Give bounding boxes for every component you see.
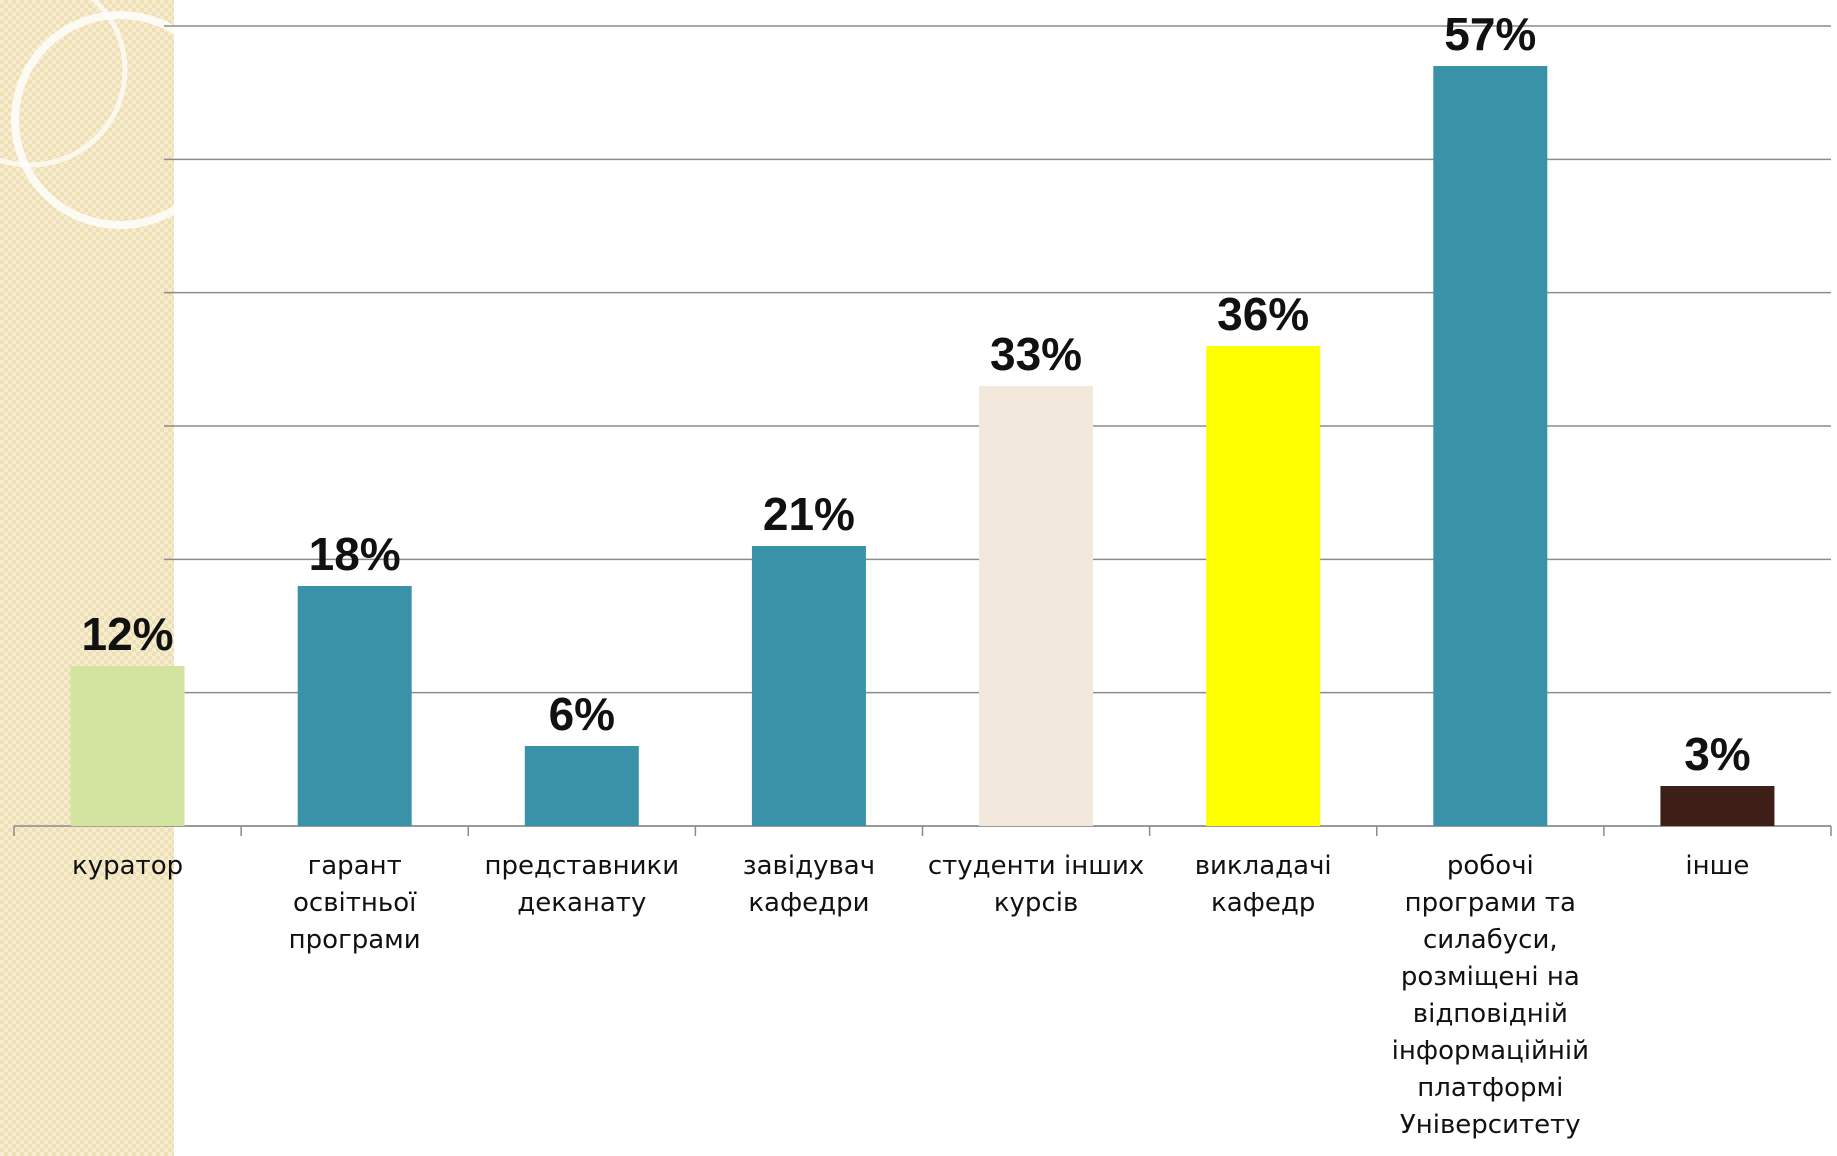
value-label: 57% — [1444, 8, 1536, 60]
bar — [70, 666, 185, 826]
bar — [524, 746, 639, 826]
side-strip — [0, 0, 174, 1156]
value-label: 12% — [82, 608, 174, 660]
decor-circle — [0, 0, 128, 168]
x-tick-label: завідувач кафедри — [742, 851, 876, 918]
value-label: 33% — [990, 328, 1082, 380]
bar — [1433, 66, 1548, 826]
value-label: 18% — [309, 528, 401, 580]
x-tick-label: представники деканату — [484, 851, 680, 918]
x-tick-label: гарант освітньої програми — [288, 851, 421, 955]
value-label: 3% — [1684, 728, 1750, 780]
bar — [1206, 346, 1321, 826]
x-tick-label: куратор — [72, 851, 184, 881]
value-label: 6% — [549, 688, 615, 740]
bar — [1660, 786, 1775, 826]
bar — [979, 386, 1094, 826]
x-tick-label: інше — [1685, 851, 1750, 881]
bar — [297, 586, 412, 826]
x-tick-label: студенти інших курсів — [927, 851, 1145, 918]
x-tick-label: викладачі кафедр — [1194, 851, 1332, 918]
bar — [751, 546, 866, 826]
value-label: 36% — [1217, 288, 1309, 340]
x-tick-label: робочі програми та силабуси, розміщені н… — [1391, 851, 1589, 1140]
decor-circle — [11, 11, 229, 229]
value-label: 21% — [763, 488, 855, 540]
